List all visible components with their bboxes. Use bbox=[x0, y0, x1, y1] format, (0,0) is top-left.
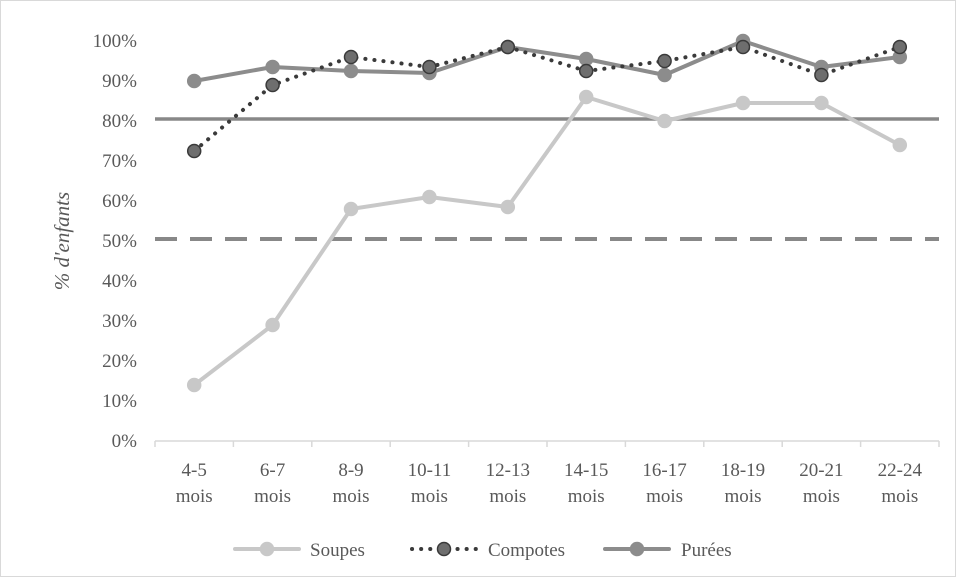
x-tick-label-unit: mois bbox=[646, 486, 683, 507]
series-0 bbox=[186, 89, 908, 393]
data-point bbox=[265, 317, 280, 333]
data-point bbox=[500, 39, 516, 55]
data-point bbox=[657, 113, 672, 129]
data-point bbox=[265, 59, 280, 75]
data-point bbox=[500, 199, 516, 215]
axes: 0% 10% 20% 30% 40% 50% 60% 70% 80% 90% 100% 4-5 mois… bbox=[50, 31, 940, 507]
data-point bbox=[892, 39, 908, 55]
data-point bbox=[422, 59, 437, 75]
data-point bbox=[343, 49, 359, 65]
data-point bbox=[814, 95, 829, 111]
y-tick-label: 70% bbox=[102, 151, 137, 172]
series-line bbox=[192, 95, 902, 387]
x-tick-label-unit: mois bbox=[333, 486, 370, 507]
x-tick-label: 6-7 bbox=[260, 460, 285, 481]
x-tick-label-unit: mois bbox=[803, 486, 840, 507]
y-axis-title: % d'enfants bbox=[50, 192, 74, 290]
data-point bbox=[186, 377, 202, 393]
data-point bbox=[578, 63, 594, 79]
y-tick-label: 60% bbox=[102, 191, 137, 212]
data-point bbox=[186, 143, 202, 159]
data-point bbox=[578, 51, 594, 67]
x-tick-label-unit: mois bbox=[725, 486, 762, 507]
x-tick-label: 10-11 bbox=[408, 460, 452, 481]
x-tick-label: 18-19 bbox=[721, 460, 765, 481]
x-tick-label: 8-9 bbox=[338, 460, 363, 481]
reference-lines bbox=[155, 117, 939, 241]
data-point bbox=[735, 39, 751, 55]
data-point bbox=[892, 137, 908, 153]
y-tick-label: 10% bbox=[102, 391, 137, 412]
data-point bbox=[265, 77, 280, 93]
series bbox=[186, 33, 908, 393]
data-point bbox=[422, 189, 437, 205]
data-point bbox=[343, 201, 359, 217]
series-line bbox=[192, 39, 902, 83]
x-tick-label: 22-24 bbox=[878, 460, 923, 481]
x-tick-label: 20-21 bbox=[799, 460, 843, 481]
y-tick-label: 50% bbox=[102, 231, 137, 252]
x-tick-label: 4-5 bbox=[182, 460, 207, 481]
y-tick-label: 40% bbox=[102, 271, 137, 292]
x-tick-label-unit: mois bbox=[254, 486, 291, 507]
data-point bbox=[657, 67, 672, 83]
legend: Soupes Compotes Purées bbox=[233, 540, 732, 561]
series-line bbox=[192, 45, 902, 153]
legend-label: Compotes bbox=[488, 540, 565, 561]
y-tick-label: 30% bbox=[102, 311, 137, 332]
y-tick-label: 90% bbox=[102, 71, 137, 92]
x-tick-label-unit: mois bbox=[881, 486, 918, 507]
legend-marker bbox=[259, 541, 275, 557]
data-point bbox=[343, 63, 359, 79]
data-point bbox=[657, 53, 672, 69]
x-tick-label: 16-17 bbox=[642, 460, 686, 481]
x-tick-label-unit: mois bbox=[489, 486, 526, 507]
data-point bbox=[814, 67, 829, 83]
series-2 bbox=[186, 33, 908, 89]
legend-label: Purées bbox=[681, 540, 732, 561]
x-tick-label: 14-15 bbox=[564, 460, 608, 481]
legend-label: Soupes bbox=[310, 540, 365, 561]
y-tick-label: 0% bbox=[112, 431, 138, 452]
series-1 bbox=[186, 39, 908, 159]
x-tick-label: 12-13 bbox=[486, 460, 530, 481]
x-tick-label-unit: mois bbox=[568, 486, 605, 507]
legend-marker bbox=[629, 541, 645, 557]
x-tick-label-unit: mois bbox=[411, 486, 448, 507]
x-tick-label-unit: mois bbox=[176, 486, 213, 507]
y-tick-label: 100% bbox=[93, 31, 138, 52]
y-tick-label: 80% bbox=[102, 111, 137, 132]
y-tick-label: 20% bbox=[102, 351, 137, 372]
data-point bbox=[578, 89, 594, 105]
data-point bbox=[186, 73, 202, 89]
legend-marker bbox=[436, 541, 452, 557]
data-point bbox=[735, 95, 751, 111]
